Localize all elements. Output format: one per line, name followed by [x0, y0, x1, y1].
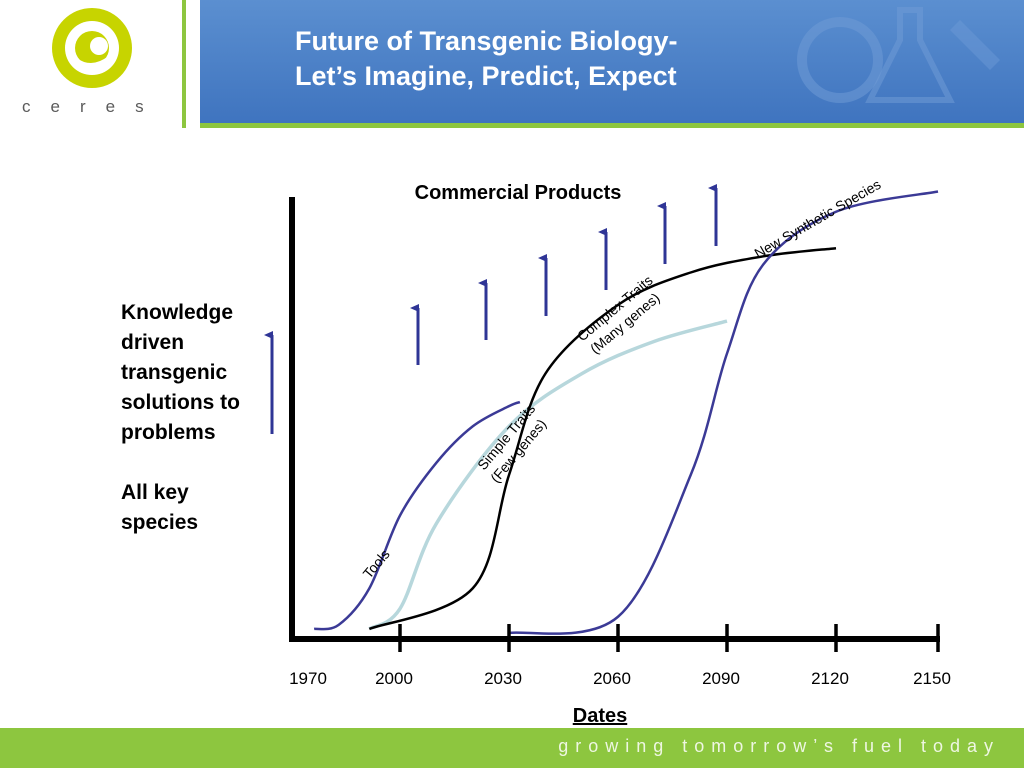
title-line-1: Future of Transgenic Biology-	[295, 26, 678, 56]
left-line: Knowledge	[121, 301, 234, 324]
left-line: solutions to	[121, 391, 240, 414]
left-line: problems	[121, 421, 216, 444]
footer-tagline: growing tomorrow’s fuel today	[558, 736, 1000, 756]
footer-bar: growing tomorrow’s fuel today	[0, 728, 1024, 768]
logo: ceres	[0, 0, 186, 128]
curve-label: New Synthetic Species	[751, 176, 883, 261]
tick-label: 1970	[289, 669, 327, 688]
tick-label: 2090	[702, 669, 740, 688]
tick-label: 2030	[484, 669, 522, 688]
left-line: driven	[121, 331, 185, 354]
series-line	[368, 246, 837, 631]
x-axis-label: Dates	[573, 705, 627, 727]
left-line: All key	[121, 481, 189, 504]
x-ticks: 1970 2000 2030 2060 2090 2120 2150	[289, 624, 951, 688]
header-decoration	[797, 7, 1000, 103]
series-line	[368, 319, 728, 631]
left-line: species	[121, 511, 199, 534]
left-line: transgenic	[121, 361, 228, 384]
title-line-2: Let’s Imagine, Predict, Expect	[295, 61, 677, 91]
series-line	[313, 400, 521, 631]
axes	[289, 197, 940, 642]
ceres-logo-icon	[52, 8, 132, 88]
tick-label: 2000	[375, 669, 413, 688]
tick-label: 2120	[811, 669, 849, 688]
chart-title: Commercial Products	[415, 182, 622, 204]
page-title: Future of Transgenic Biology- Let’s Imag…	[295, 24, 678, 94]
header-bar: Future of Transgenic Biology- Let’s Imag…	[200, 0, 1024, 128]
series-line	[508, 190, 939, 636]
curves	[313, 190, 939, 636]
curve-label: Tools	[360, 546, 393, 581]
logo-text: ceres	[22, 97, 164, 116]
left-description: Knowledge driven transgenic solutions to…	[121, 298, 240, 538]
tick-label: 2060	[593, 669, 631, 688]
tick-label: 2150	[913, 669, 951, 688]
commercial-product-arrows	[264, 184, 718, 434]
